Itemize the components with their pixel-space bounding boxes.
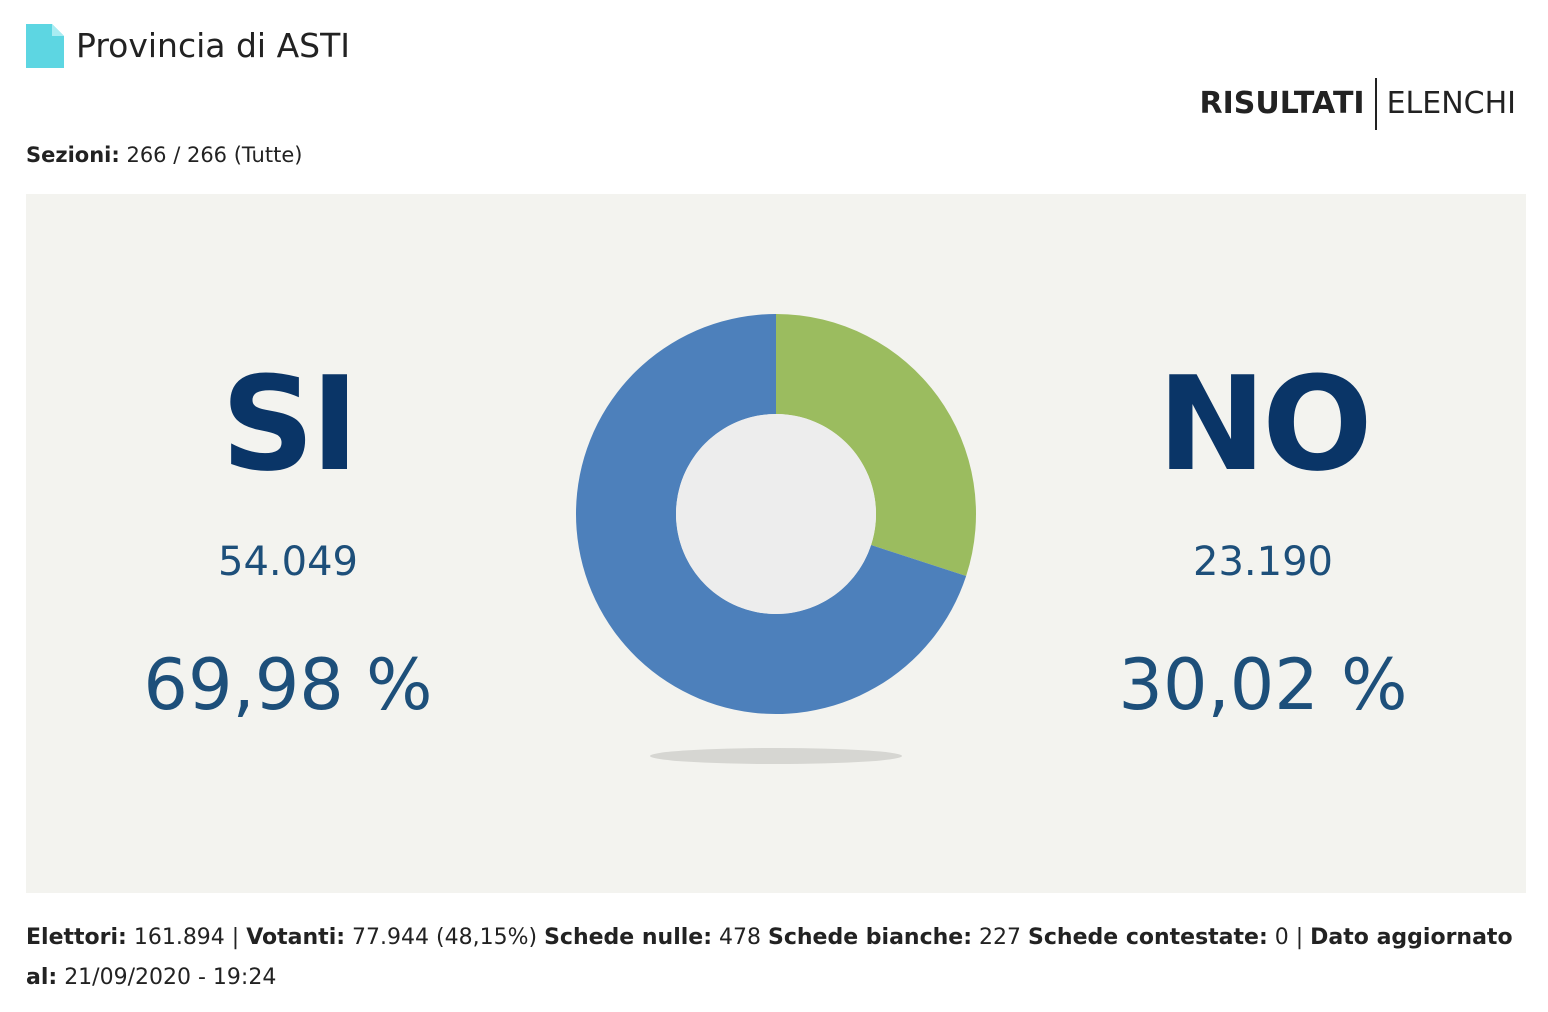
footer-label: Schede nulle: [544,925,712,950]
result: SI 54.049 69,98 % [38,194,538,893]
shadow [650,748,902,764]
results-panel: SI 54.049 69,98 % NO 23.190 30,02 % [26,194,1526,893]
result-percent: 69,98 % [143,644,433,726]
footer-value: 478 [719,925,761,950]
result: NO 23.190 30,02 % [1013,194,1513,893]
footer-label: Votanti: [246,925,346,950]
result-votes: 54.049 [218,539,358,585]
footer: Elettori: 161.894 | Votanti: 77.944 (48,… [26,918,1526,998]
footer-value: 21/09/2020 - 19:24 [64,965,277,990]
donut-slice [776,314,976,577]
nav: RISULTATI ELENCHI [1200,78,1516,130]
footer-label: Schede contestate: [1028,925,1268,950]
result-votes: 23.190 [1193,539,1333,585]
footer-label: Elettori: [26,925,127,950]
sezioni-label: Sezioni: [26,143,120,167]
donut-chart [576,314,976,764]
footer-label: Dato aggiornato al: [26,925,1513,990]
nav-tab[interactable]: RISULTATI [1200,78,1377,130]
donut-slice [576,314,967,714]
result-percent: 30,02 % [1118,644,1408,726]
footer-value: 227 [979,925,1022,950]
page-title: Provincia di ASTI [76,26,351,65]
footer-value: 161.894 | [133,925,240,950]
result-label: NO [1157,348,1372,500]
sezioni: Sezioni: 266 / 266 (Tutte) [26,140,302,170]
sezioni-value: 266 / 266 (Tutte) [126,143,303,167]
file-icon [26,24,64,68]
donut-hole [676,414,876,614]
result-label: SI [221,348,359,500]
footer-value: 0 | [1274,925,1304,950]
footer-value: 77.944 (48,15%) [352,925,538,950]
footer-label: Schede bianche: [768,925,973,950]
nav-tab[interactable]: ELENCHI [1386,86,1516,121]
